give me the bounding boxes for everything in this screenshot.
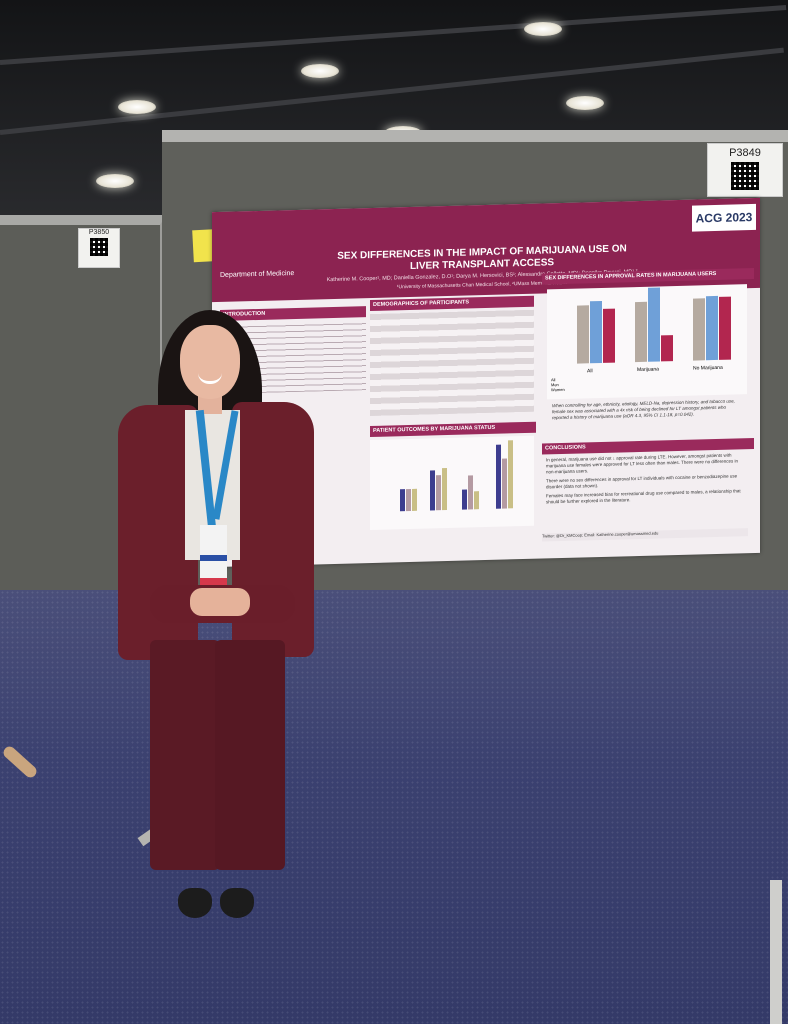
ceiling-light: [524, 22, 562, 36]
chart-bar: [635, 301, 647, 363]
section-heading-intro: INTRODUCTION: [220, 306, 366, 321]
chart-bar: [474, 491, 479, 510]
board-stand: [770, 880, 782, 1024]
chart-category-label: Marijuana: [637, 366, 659, 374]
conclusion-item: In general, marijuana use did not ↓ appr…: [546, 452, 739, 475]
chart-legend: All Men Women: [551, 377, 565, 392]
chart-category-label: No Marijuana: [693, 364, 723, 372]
chart-bar: [661, 335, 673, 362]
chart-bar: [577, 305, 589, 364]
chart-bar: [436, 475, 441, 511]
chart-bar: [648, 287, 660, 362]
approval-chart-group: [635, 287, 680, 363]
presenter-shoe: [220, 888, 254, 918]
approval-chart-group: [693, 294, 738, 361]
presenter-face: [180, 325, 240, 399]
chart-bar: [442, 468, 447, 511]
chart-bar: [719, 296, 731, 360]
board-number: P3849: [729, 147, 761, 159]
legend-item: Women: [551, 386, 565, 393]
chart-bar: [508, 440, 513, 509]
chart-bar: [603, 308, 615, 363]
carpet-floor: [0, 590, 788, 1024]
chart-category-label: All: [587, 368, 593, 375]
ceiling-light: [301, 64, 339, 78]
presenter-pants: [150, 640, 220, 870]
approval-summary-text: When controlling for age, ethnicity, eti…: [552, 398, 735, 421]
contact-line: Twitter: @Dr_KMCoop; Email: Katherine.co…: [542, 528, 748, 542]
carpet-texture: [0, 590, 788, 1024]
board-label-main: P3849: [707, 143, 783, 197]
ceiling-light: [566, 96, 604, 110]
ceiling-light: [96, 174, 134, 188]
chart-bar: [496, 444, 501, 509]
presenter-smile: [198, 373, 222, 384]
chart-bar: [706, 295, 718, 361]
outcomes-chart: [370, 435, 534, 531]
chart-bar: [400, 489, 405, 512]
demographics-table: [370, 309, 534, 417]
qr-code-icon: [90, 238, 108, 256]
presenter-shoe: [178, 888, 212, 918]
ceiling-light: [118, 100, 156, 114]
chart-bar: [412, 488, 417, 511]
chart-bar: [430, 470, 435, 511]
chart-bar: [468, 475, 473, 510]
board-label-left: P3850: [78, 228, 120, 268]
conference-badge-stripe: [200, 555, 227, 561]
presenter-hands: [190, 588, 250, 616]
conclusion-item: There were no sex differences in approva…: [546, 473, 738, 490]
chart-bar: [406, 488, 411, 512]
chart-bar: [693, 298, 705, 361]
approval-chart-group: [577, 297, 622, 364]
conclusion-item: Females may face increased bias for recr…: [546, 488, 741, 505]
chart-bar: [502, 458, 507, 509]
chart-bar: [590, 300, 602, 364]
conference-logo: ACG 2023: [692, 203, 756, 232]
board-number: P3850: [88, 229, 110, 236]
section-heading-demographics: DEMOGRAPHICS OF PARTICIPANTS: [370, 295, 534, 312]
approval-chart: All Marijuana No Marijuana All Men Women: [547, 284, 747, 400]
conclusions-list: In general, marijuana use did not ↓ appr…: [546, 452, 746, 505]
section-heading-outcomes: PATIENT OUTCOMES BY MARIJUANA STATUS: [370, 421, 536, 438]
qr-code-icon: [731, 162, 759, 190]
presenter-pants: [215, 640, 285, 870]
chart-bar: [462, 489, 467, 510]
